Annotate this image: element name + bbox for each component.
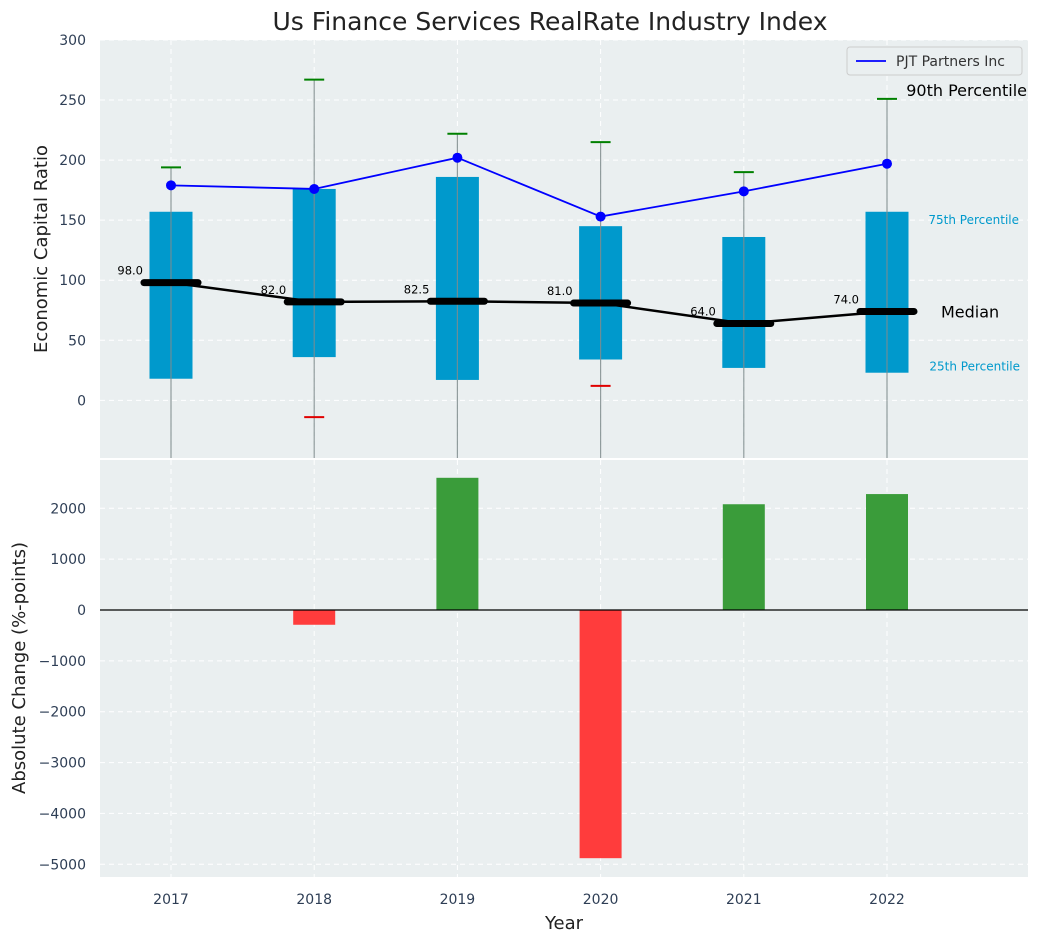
bottom-y-tick-label: −2000 [39,705,86,721]
top-panel: 0 50 100 150 200 250 300 98.0 82.0 82.5 81.0 64.0 74… [59,33,1028,458]
company-line [170,156,888,218]
top-y-axis-title: Economic Capital Ratio [31,145,52,353]
bottom-y-tick-label: −1000 [39,654,86,670]
legend-box [846,46,1023,76]
median-value-label: 82.0 [261,283,287,297]
top-y-tick-label: 50 [68,333,86,349]
top-y-tick-label: 100 [59,273,86,289]
x-tick-label: 2020 [583,892,619,908]
p90-annotation: 90th Percentile [906,81,1027,100]
top-y-tick-label: 0 [77,393,86,409]
company-point [452,152,463,163]
chart-title: Us Finance Services RealRate Industry In… [273,7,828,36]
bottom-y-tick-label: 0 [77,603,86,619]
median-value-label: 74.0 [833,292,859,306]
change-bar [866,494,908,611]
change-bar [722,504,765,611]
bottom-y-tick-label: −3000 [39,756,86,772]
x-tick-label: 2019 [440,892,476,908]
bottom-y-tick-label: 1000 [50,552,86,568]
median-annotation: Median [941,302,999,321]
x-tick-label: 2022 [869,892,905,908]
x-tick-label: 2018 [296,892,332,908]
change-bar [436,477,479,611]
legend-label: PJT Partners Inc [896,54,1005,70]
top-y-tick-label: 250 [59,93,86,109]
change-bar [293,610,336,625]
top-y-tick-label: 150 [59,213,86,229]
top-y-tick-label: 300 [59,33,86,49]
median-value-label: 98.0 [117,264,143,278]
top-y-tick-label: 200 [59,153,86,169]
median-value-label: 82.5 [404,282,430,296]
company-point [595,211,606,222]
x-tick-label: 2021 [726,892,762,908]
bottom-panel: −5000 −4000 −3000 −2000 −1000 0 1000 2000 2017 20… [39,460,1028,908]
bottom-y-axis-title: Absolute Change (%-points) [9,542,30,794]
company-point [882,158,892,169]
bottom-y-tick-label: −5000 [39,857,86,873]
p25-annotation: 25th Percentile [929,360,1020,374]
bottom-y-tick-label: −4000 [39,806,86,822]
x-tick-label: 2017 [153,892,189,908]
bottom-y-tick-label: 2000 [50,501,86,517]
company-point [309,183,320,194]
median-value-label: 81.0 [547,284,573,298]
change-bar [579,610,622,859]
legend: PJT Partners Inc [846,46,1023,76]
p75-annotation: 75th Percentile [928,213,1019,227]
median-value-label: 64.0 [690,304,716,318]
company-point [738,186,749,197]
company-point [166,180,176,191]
x-axis-title: Year [544,913,584,934]
